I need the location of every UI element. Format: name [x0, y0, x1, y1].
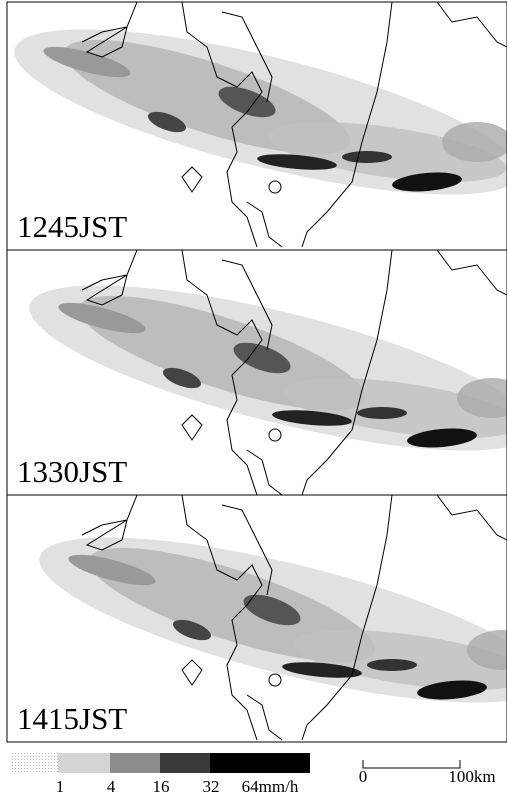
scale-label: 0: [359, 767, 368, 786]
legend-swatch: [110, 753, 160, 773]
legend-label: 16: [153, 777, 170, 795]
panel: 1330JST: [7, 250, 507, 495]
legend-swatch: [160, 753, 210, 773]
panel: 1415JST: [7, 495, 507, 742]
legend-label: 1: [56, 777, 65, 795]
scale-line: [363, 760, 460, 768]
scale-label: 100km: [448, 767, 495, 786]
legend-label: 4: [107, 777, 116, 795]
panel: 1245JST: [1, 0, 507, 250]
legend-swatch: [58, 753, 110, 773]
panel-label: 1330JST: [17, 454, 127, 489]
legend-swatch: [10, 753, 58, 773]
figure: 1245JST 1330JST 1415JST 1 4 16 32 64mm/h…: [0, 0, 507, 795]
legend-swatch: [210, 753, 310, 773]
legend: 1 4 16 32 64mm/h: [10, 753, 310, 795]
scale-bar: 0 100km: [359, 760, 496, 786]
panel-label: 1415JST: [17, 701, 127, 736]
legend-label: 64mm/h: [242, 777, 299, 795]
panel-label: 1245JST: [17, 209, 127, 244]
legend-label: 32: [203, 777, 220, 795]
